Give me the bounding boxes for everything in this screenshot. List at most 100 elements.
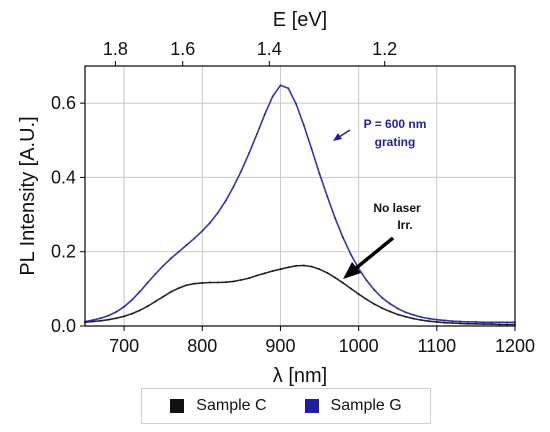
data-point-sample-g [318, 172, 321, 175]
data-point-sample-c [271, 270, 274, 272]
data-point-sample-g [334, 217, 337, 220]
data-point-sample-c [279, 268, 282, 271]
data-point-sample-g [201, 230, 204, 232]
data-point-sample-g [162, 264, 165, 267]
data-point-sample-c [482, 323, 485, 326]
data-point-sample-g [240, 169, 243, 172]
top-tick-label: 1.4 [257, 39, 282, 59]
data-point-sample-c [389, 310, 391, 313]
series-layer [84, 84, 516, 326]
pl-spectrum-chart: 700 800 900 1000 1100 1200 0.0 0.2 0.4 0.6 1.8 1.6 1… [17, 9, 535, 387]
data-point-sample-c [107, 318, 110, 321]
data-point-sample-g [256, 133, 258, 135]
data-point-sample-c [412, 317, 415, 320]
data-point-sample-c [240, 279, 243, 281]
data-point-sample-g [131, 299, 133, 301]
data-point-sample-c [404, 315, 407, 318]
y-tick-label: 0.2 [51, 242, 76, 262]
data-point-sample-c [232, 280, 235, 283]
data-point-sample-c [248, 277, 251, 279]
annotation-sample-c-line1: No laser [373, 201, 421, 215]
data-point-sample-c [146, 305, 149, 308]
data-point-sample-c [342, 282, 344, 284]
data-point-sample-c [381, 307, 383, 310]
data-point-sample-c [428, 320, 430, 323]
x-axis-title: λ [nm] [273, 365, 327, 387]
data-point-sample-g [420, 316, 423, 318]
data-point-sample-c [506, 323, 509, 326]
legend-swatch-sample-c [170, 399, 185, 413]
x-tick-label: 1000 [339, 336, 379, 356]
data-point-sample-g [303, 124, 305, 127]
data-point-sample-c [185, 284, 188, 287]
data-point-sample-g [482, 321, 485, 324]
data-point-sample-c [373, 303, 376, 305]
data-point-sample-c [420, 319, 423, 321]
data-point-sample-c [451, 322, 454, 324]
top-axis-title: E [eV] [273, 9, 327, 31]
data-point-sample-g [91, 319, 94, 321]
data-point-sample-c [357, 293, 360, 295]
data-point-sample-c [318, 268, 321, 271]
data-point-sample-g [428, 317, 430, 320]
data-point-sample-c [435, 321, 438, 323]
data-point-sample-g [209, 221, 211, 224]
y-tick-label: 0.0 [51, 316, 76, 336]
data-point-sample-c [99, 319, 102, 322]
data-point-sample-g [506, 321, 509, 324]
data-point-sample-g [217, 211, 219, 214]
data-point-sample-g [404, 311, 407, 314]
axis-ticks: 700 800 900 1000 1100 1200 0.0 0.2 0.4 0.6 1.8 1.6 1… [51, 39, 535, 356]
data-point-sample-c [91, 320, 94, 323]
data-point-sample-c [475, 322, 477, 325]
data-point-sample-g [170, 257, 172, 260]
legend-item-sample-c: Sample C [170, 397, 267, 415]
data-point-sample-c [201, 282, 204, 284]
data-point-sample-c [224, 281, 227, 284]
legend-item-sample-g: Sample G [304, 397, 402, 415]
data-point-sample-g [123, 305, 125, 308]
data-point-sample-g [451, 320, 454, 323]
legend-label-sample-c: Sample C [196, 397, 267, 414]
data-point-sample-g [138, 290, 141, 293]
data-point-sample-g [263, 113, 266, 116]
data-point-sample-g [365, 279, 368, 282]
data-point-sample-c [467, 322, 469, 325]
x-tick-label: 1200 [495, 336, 535, 356]
series-line-sample-c [84, 264, 515, 326]
data-point-sample-c [459, 322, 462, 325]
data-point-sample-c [263, 272, 266, 275]
top-tick-label: 1.8 [103, 39, 128, 59]
x-tick-label: 800 [187, 336, 217, 356]
data-point-sample-g [185, 244, 188, 246]
data-point-sample-g [193, 237, 196, 240]
data-point-sample-g [396, 307, 399, 310]
data-point-sample-g [154, 273, 157, 275]
data-point-sample-g [490, 321, 493, 324]
x-tick-label: 900 [265, 336, 295, 356]
grid-lines [85, 66, 516, 327]
annotation-sample-g-line1: P = 600 nm [364, 117, 427, 131]
data-point-sample-g [177, 250, 180, 253]
annotation-sample-c-line2: Irr. [397, 218, 412, 232]
data-point-sample-g [232, 185, 235, 188]
annotation-sample-g-line2: grating [375, 135, 416, 149]
data-point-sample-c [162, 295, 165, 298]
data-point-sample-c [334, 276, 337, 279]
legend-label-sample-g: Sample G [330, 397, 402, 414]
data-point-sample-c [154, 300, 157, 303]
data-point-sample-c [131, 312, 133, 315]
data-point-sample-c [177, 287, 180, 290]
data-point-sample-g [342, 236, 344, 239]
data-point-sample-g [381, 296, 383, 299]
y-axis-title: PL Intensity [A.U.] [17, 116, 39, 275]
data-point-sample-c [490, 323, 493, 326]
data-point-sample-g [310, 148, 313, 151]
annotation-sample-c-arrow [353, 236, 395, 271]
data-point-sample-c [365, 298, 368, 301]
data-point-sample-g [412, 313, 415, 316]
data-point-sample-g [99, 317, 102, 320]
data-point-sample-g [459, 320, 462, 323]
y-tick-label: 0.4 [51, 167, 76, 187]
x-tick-label: 700 [109, 336, 139, 356]
